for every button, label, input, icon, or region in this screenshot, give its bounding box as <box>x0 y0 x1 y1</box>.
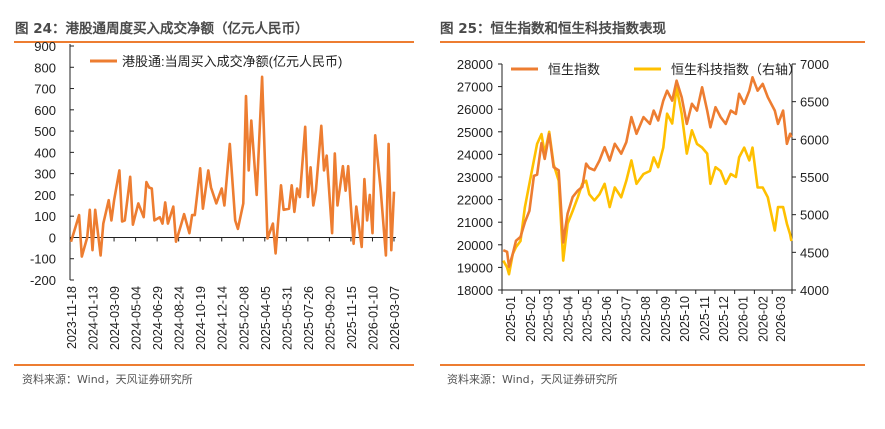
right-chart: 28000 27000 26000 25000 24000 23000 22000 21000… <box>457 57 829 342</box>
legend-label-net-buy: 港股通:当周买入成交净额(亿元人民币) <box>122 54 342 69</box>
right-y-tick-label: 5000 <box>800 208 829 223</box>
left-y-tick-label: 23000 <box>457 170 493 185</box>
x-tick-label: 2026-02 <box>756 296 770 342</box>
left-y-tick-label: 22000 <box>457 193 493 208</box>
right-y-tick-label: 7000 <box>800 57 829 72</box>
x-tick-label: 2026-03 <box>774 296 788 342</box>
x-tick-label: 2025-03 <box>542 296 556 342</box>
right-footer-rule <box>440 364 865 366</box>
left-y-tick-label: 26000 <box>457 102 493 117</box>
y-tick-label: 200 <box>34 188 56 203</box>
x-tick-label: 2025-05 <box>580 296 594 342</box>
series-line-hstech <box>502 86 793 276</box>
x-tick-label: 2025-12 <box>717 296 731 342</box>
left-source-note: 资料来源：Wind，天风证券研究所 <box>22 373 193 386</box>
x-tick-label: 2025-07-26 <box>302 286 316 350</box>
x-tick-label: 2025-02-08 <box>237 286 251 350</box>
left-figure-title: 图 24：港股通周度买入成交净额（亿元人民币） <box>15 21 309 37</box>
left-y-tick-label: 21000 <box>457 215 493 230</box>
series-line-net-buy <box>69 75 396 258</box>
y-tick-label: 600 <box>34 103 56 118</box>
x-tick-label: 2026-03-07 <box>388 286 402 350</box>
x-tick-label: 2024-03-09 <box>108 286 122 350</box>
y-tick-label: 500 <box>34 124 56 139</box>
right-y-tick-label: 4500 <box>800 245 829 260</box>
legend-label-hsi: 恒生指数 <box>548 62 600 77</box>
left-y-tick-label: 20000 <box>457 238 493 253</box>
x-tick-label: 2024-06-29 <box>151 286 165 350</box>
x-tick-label: 2025-10 <box>678 296 692 342</box>
left-title-rule <box>14 41 414 43</box>
y-tick-label: 900 <box>34 39 56 54</box>
x-tick-label: 2026-01 <box>737 296 751 342</box>
y-tick-label: 800 <box>34 60 56 75</box>
left-y-tick-label: 19000 <box>457 260 493 275</box>
x-tick-label: 2024-10-19 <box>194 286 208 350</box>
x-tick-label: 2025-07 <box>619 296 633 342</box>
x-tick-label: 2025-05-31 <box>280 286 294 350</box>
y-tick-label: -200 <box>30 273 56 288</box>
right-y-tick-label: 5500 <box>800 170 829 185</box>
series-line-hsi <box>502 76 793 269</box>
x-tick-label: 2024-01-13 <box>87 286 101 350</box>
x-tick-label: 2024-12-14 <box>216 286 230 350</box>
left-footer-rule <box>14 364 414 366</box>
legend-label-hstech: 恒生科技指数（右轴） <box>671 62 801 77</box>
y-tick-label: -100 <box>30 252 56 267</box>
x-tick-label: 2025-01 <box>504 296 518 342</box>
right-y-tick-label: 4000 <box>800 283 829 298</box>
left-chart: 900 800 700 600 500 400 300 200 100 0 -100 -200 2023… <box>30 39 402 350</box>
left-y-tick-label: 25000 <box>457 125 493 140</box>
y-tick-label: 300 <box>34 167 56 182</box>
x-tick-label: 2025-02 <box>524 296 538 342</box>
x-tick-label: 2025-09-20 <box>323 286 337 350</box>
x-tick-label: 2025-04-05 <box>259 286 273 350</box>
x-tick-label: 2025-04 <box>561 296 575 342</box>
x-tick-label: 2026-01-10 <box>366 286 380 350</box>
right-source-note: 资料来源：Wind，天风证券研究所 <box>447 373 618 386</box>
x-tick-label: 2025-09 <box>659 296 673 342</box>
left-y-tick-label: 27000 <box>457 80 493 95</box>
x-tick-label: 2023-11-18 <box>65 286 79 349</box>
x-tick-label: 2024-08-24 <box>173 286 187 350</box>
x-tick-label: 2025-08 <box>639 296 653 342</box>
right-y-tick-label: 6500 <box>800 95 829 110</box>
x-tick-label: 2025-06 <box>600 296 614 342</box>
right-y-tick-label: 6000 <box>800 132 829 147</box>
right-title-rule <box>440 41 865 43</box>
left-y-tick-label: 28000 <box>457 57 493 72</box>
y-tick-label: 100 <box>34 209 56 224</box>
right-figure-title: 图 25：恒生指数和恒生科技指数表现 <box>440 21 666 37</box>
x-tick-label: 2025-11-15 <box>345 286 359 349</box>
left-y-tick-label: 24000 <box>457 147 493 162</box>
left-y-tick-label: 18000 <box>457 283 493 298</box>
x-tick-label: 2024-05-04 <box>130 286 144 350</box>
y-tick-label: 0 <box>49 230 56 245</box>
x-tick-label: 2025-11 <box>698 296 712 341</box>
y-tick-label: 700 <box>34 82 56 97</box>
y-tick-label: 400 <box>34 145 56 160</box>
